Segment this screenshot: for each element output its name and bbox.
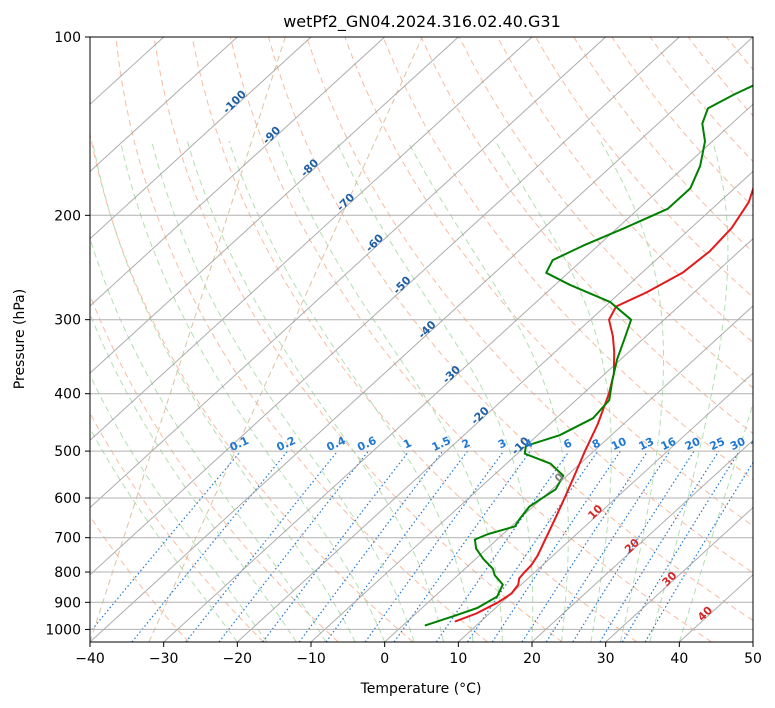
mixing-ratio-line — [572, 450, 695, 642]
saturation-curves — [90, 37, 423, 642]
isotherm-line — [310, 237, 753, 642]
y-tick-label: 200 — [54, 208, 81, 224]
dry-adiabats — [90, 37, 753, 642]
dry-adiabat-line — [268, 37, 753, 622]
x-tick-label: −40 — [75, 651, 105, 667]
isotherm-line — [236, 170, 753, 642]
dry-adiabat-line — [153, 37, 563, 642]
y-tick-label: 900 — [54, 595, 81, 611]
dry-adiabat-line — [382, 37, 753, 481]
y-tick-label: 400 — [54, 387, 81, 403]
mixing-ratio-line — [364, 450, 505, 642]
mixing-ratio-line — [90, 450, 242, 633]
sounding-series — [424, 84, 753, 627]
mixing-ratio-line — [435, 450, 570, 642]
pressure-gridlines — [90, 37, 753, 630]
mixing-ratio-label: 30 — [728, 435, 748, 453]
isotherm-line — [90, 37, 533, 442]
dry-adiabat-line — [535, 37, 753, 298]
mixing-ratio-line — [131, 450, 289, 642]
isotherm-line — [90, 37, 607, 509]
mixing-ratio-line — [466, 450, 599, 642]
x-tick-label: 30 — [597, 651, 615, 667]
mixing-ratio-line — [621, 450, 740, 642]
y-tick-label: 1000 — [45, 622, 81, 638]
mixing-ratio-line — [325, 450, 468, 642]
x-tick-label: 10 — [449, 651, 467, 667]
dry-adiabat-line — [90, 412, 264, 642]
y-tick-label: 700 — [54, 531, 81, 547]
mixing-ratio-line — [185, 450, 339, 642]
y-tick-label: 300 — [54, 313, 81, 329]
y-tick-label: 600 — [54, 491, 81, 507]
plot-area: -100-90-80-70-60-50-40-30-20-10010203040… — [90, 37, 769, 642]
isotherm-line — [90, 37, 459, 374]
saturation-curve — [148, 37, 423, 642]
mixing-ratio-label: 16 — [659, 435, 679, 453]
mixing-ratio-label: 10 — [609, 435, 629, 453]
x-tick-label: −30 — [149, 651, 179, 667]
x-tick-label: 50 — [744, 651, 762, 667]
dry-adiabat-line — [191, 37, 638, 642]
mixing-ratio-line — [298, 450, 444, 642]
isotherm-line — [531, 439, 753, 642]
mixing-ratio-line — [521, 450, 649, 642]
x-tick-label: 40 — [670, 651, 688, 667]
x-tick-label: −10 — [296, 651, 326, 667]
temperature-profile-line — [454, 185, 753, 623]
isotherm-line — [90, 37, 753, 642]
y-tick-label: 800 — [54, 565, 81, 581]
dewpoint-profile-line — [424, 84, 753, 627]
y-axis-title: Pressure (hPa) — [12, 289, 28, 389]
isotherm-line — [605, 506, 753, 642]
dry-adiabat-line — [90, 515, 190, 642]
isotherm-line — [384, 305, 753, 642]
x-axis-title: Temperature (°C) — [360, 681, 482, 697]
isotherm-line — [90, 37, 680, 576]
isotherm-line — [163, 103, 753, 642]
x-tick-label: 20 — [523, 651, 541, 667]
mixing-ratio-line — [491, 450, 621, 642]
chart-title: wetPf2_GN04.2024.316.02.40.G31 — [283, 12, 561, 32]
mixing-ratio-label: 13 — [637, 435, 656, 453]
mixing-ratio-label: 36 — [749, 435, 769, 453]
y-axis: 100 200 300 400 500 600 700 800 900 1000 — [45, 30, 90, 638]
plot-frame — [89, 36, 754, 643]
dry-adiabat-line — [306, 37, 753, 574]
y-tick-label: 500 — [54, 444, 81, 460]
y-tick-label: 100 — [54, 30, 81, 46]
x-tick-label: −20 — [223, 651, 253, 667]
isotherm-line — [90, 37, 386, 307]
isotherm-line — [457, 372, 753, 642]
mixing-ratio-line — [262, 450, 410, 642]
isotherm-line — [90, 37, 312, 240]
mixing-ratio-label: 25 — [708, 435, 727, 453]
x-tick-label: 0 — [380, 651, 389, 667]
mixing-ratio-label: 20 — [683, 435, 703, 453]
dry-adiabat-line — [496, 37, 753, 344]
mixing-ratio-line — [545, 450, 671, 642]
saturation-curve — [90, 37, 286, 642]
dry-adiabat-line — [90, 131, 414, 642]
isotherms — [90, 37, 753, 642]
x-axis: −40 −30 −20 −10 0 10 20 30 40 50 — [75, 642, 762, 667]
isotherm-line — [90, 37, 238, 173]
dry-adiabat-line — [115, 37, 488, 642]
